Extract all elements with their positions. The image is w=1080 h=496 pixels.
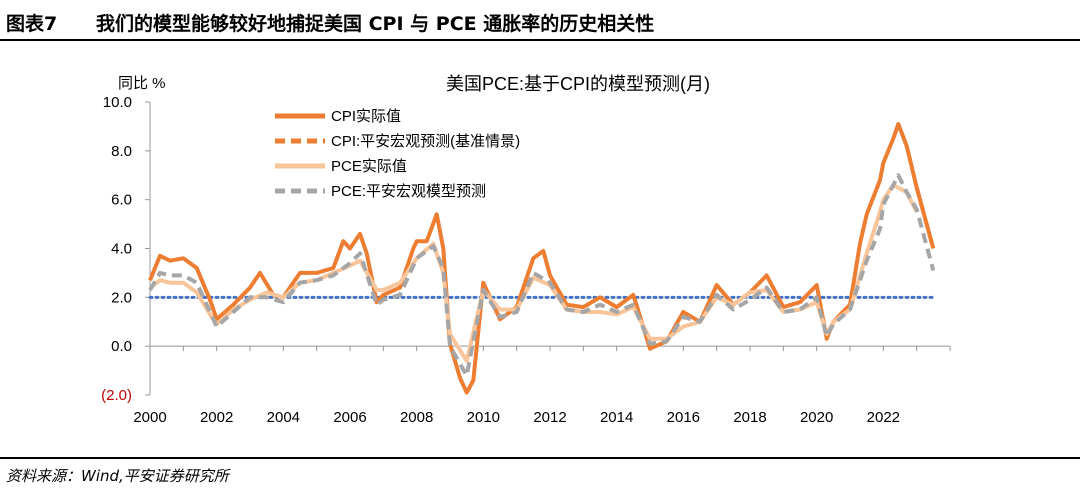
chart-legend: CPI实际值 CPI:平安宏观预测(基准情景) PCE实际值 PCE:平安宏观模型预测 — [275, 108, 520, 200]
x-tick-label: 2002 — [200, 409, 233, 426]
source-note: 资料来源：Wind,平安证券研究所 — [6, 467, 229, 485]
series-cpi-forecast — [914, 186, 936, 250]
y-axis-label: 同比 % — [118, 75, 166, 92]
y-tick-label: 4.0 — [111, 241, 132, 258]
series-lines — [148, 122, 936, 395]
y-tick-label: 0.0 — [111, 338, 132, 355]
figure-header: 图表7 我们的模型能够较好地捕捉美国 CPI 与 PCE 通胀率的历史相关性 — [0, 0, 1080, 40]
header-rule — [0, 39, 1080, 41]
y-tick-label: 6.0 — [111, 192, 132, 209]
y-tick-label: 2.0 — [111, 289, 132, 306]
x-tick-label: 2006 — [333, 409, 366, 426]
chart-title: 美国PCE:基于CPI的模型预测(月) — [446, 74, 710, 94]
y-tick-label: 8.0 — [111, 143, 132, 160]
footer-rule — [0, 457, 1080, 459]
x-tick-label: 2012 — [533, 409, 566, 426]
chart-axes: (2.0) 0.0 2.0 4.0 6.0 8.0 10.0 2000 2002 2004 2006… — [101, 94, 951, 426]
x-tick-label: 2022 — [867, 409, 900, 426]
x-tick-label: 2004 — [267, 409, 300, 426]
x-tick-label: 2010 — [467, 409, 500, 426]
x-tick-label: 2020 — [800, 409, 833, 426]
legend-label: PCE:平安宏观模型预测 — [331, 183, 486, 200]
series-pce-actual — [148, 183, 919, 363]
x-tick-label: 2016 — [667, 409, 700, 426]
x-tick-label: 2008 — [400, 409, 433, 426]
series-cpi-actual — [148, 122, 936, 395]
x-tick-label: 2018 — [733, 409, 766, 426]
legend-label: CPI实际值 — [331, 108, 401, 125]
y-tick-label: 10.0 — [103, 94, 132, 111]
legend-label: PCE实际值 — [331, 158, 407, 175]
x-tick-label: 2014 — [600, 409, 633, 426]
series-pce-model — [148, 173, 936, 378]
figure-number: 图表7 — [6, 13, 58, 35]
figure-title: 我们的模型能够较好地捕捉美国 CPI 与 PCE 通胀率的历史相关性 — [96, 13, 655, 35]
x-tick-label: 2000 — [133, 409, 166, 426]
line-chart: (2.0) 0.0 2.0 4.0 6.0 8.0 10.0 2000 2002 2004 2006… — [101, 74, 951, 426]
legend-label: CPI:平安宏观预测(基准情景) — [331, 133, 520, 150]
y-tick-label: (2.0) — [101, 387, 132, 404]
